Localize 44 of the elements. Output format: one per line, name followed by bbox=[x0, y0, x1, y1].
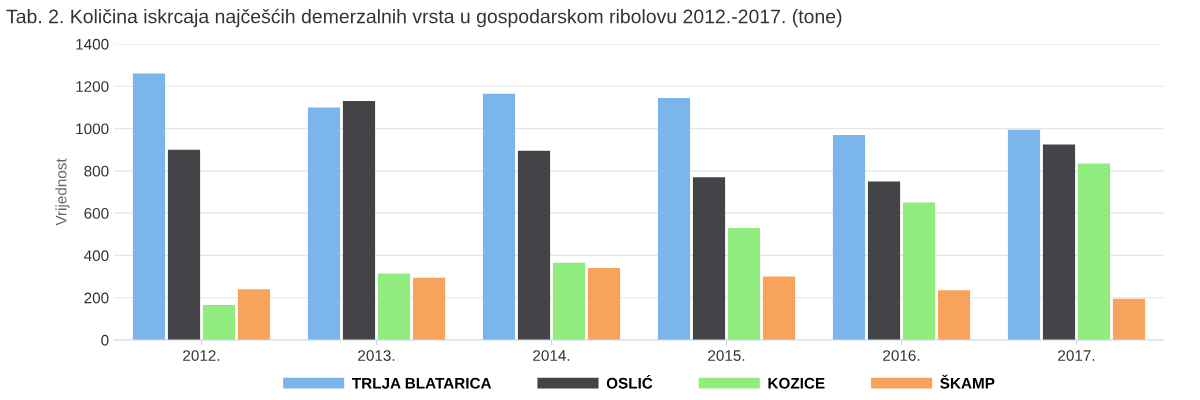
x-tick-label: 2012. bbox=[183, 350, 220, 361]
legend-label: OSLIĆ bbox=[606, 374, 653, 389]
x-tick-label: 2015. bbox=[708, 350, 745, 361]
bar bbox=[937, 290, 971, 340]
chart-title: Tab. 2. Količina iskrcaja najčešćih demerzalnih vrsta u gospodarskom ribolovu 2012.-2017. (tone) bbox=[6, 8, 842, 28]
y-axis-title: Vrijednost bbox=[55, 158, 70, 226]
y-tick-label: 1000 bbox=[76, 123, 109, 135]
bar bbox=[237, 289, 271, 340]
y-tick-label: 600 bbox=[84, 208, 109, 219]
bar bbox=[727, 227, 761, 340]
legend-label: KOZICE bbox=[768, 377, 825, 389]
x-tick-label: 2014. bbox=[533, 350, 570, 361]
bar bbox=[1112, 298, 1146, 340]
y-tick-label: 0 bbox=[101, 334, 109, 346]
bar bbox=[1077, 163, 1111, 340]
bar bbox=[132, 73, 166, 340]
bar bbox=[517, 150, 551, 340]
bar bbox=[692, 177, 726, 340]
y-tick-label: 200 bbox=[84, 292, 109, 304]
y-tick-label: 800 bbox=[84, 165, 109, 177]
x-tick-label: 2013. bbox=[358, 350, 395, 361]
legend-label: TRLJA BLATARICA bbox=[352, 377, 492, 389]
bar bbox=[1042, 144, 1076, 340]
x-tick-label: 2017. bbox=[1058, 350, 1095, 361]
bar bbox=[1007, 129, 1041, 340]
bar bbox=[552, 262, 586, 340]
bar bbox=[902, 202, 936, 340]
x-tick-label: 2016. bbox=[883, 350, 920, 361]
bar bbox=[657, 97, 691, 340]
bar bbox=[167, 149, 201, 340]
bar bbox=[762, 276, 796, 340]
legend-label: ŠKAMP bbox=[940, 374, 995, 389]
bar bbox=[307, 107, 341, 340]
bar bbox=[482, 93, 516, 340]
bar bbox=[202, 305, 236, 340]
bar bbox=[342, 101, 376, 340]
y-tick-label: 1200 bbox=[76, 81, 109, 92]
bar bbox=[377, 273, 411, 340]
bar bbox=[867, 181, 901, 340]
bar bbox=[587, 268, 621, 340]
y-tick-label: 400 bbox=[84, 250, 109, 262]
bar bbox=[412, 277, 446, 340]
y-tick-label: 1400 bbox=[76, 38, 109, 50]
bar bbox=[832, 134, 866, 340]
